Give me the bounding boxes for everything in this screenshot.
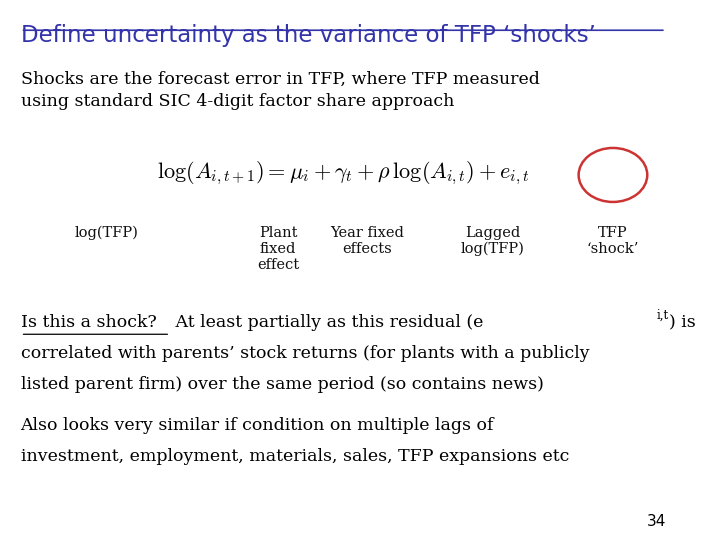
Text: Lagged
log(TFP): Lagged log(TFP) [461, 226, 525, 256]
Text: Also looks very similar if condition on multiple lags of: Also looks very similar if condition on … [21, 417, 494, 434]
Text: TFP
‘shock’: TFP ‘shock’ [587, 226, 639, 256]
Text: i,t: i,t [657, 309, 669, 322]
Text: $\log(A_{i,t+1}) = \mu_i + \gamma_t + \rho\,\log(A_{i,t}) + \mathit{e}_{i,t}$: $\log(A_{i,t+1}) = \mu_i + \gamma_t + \r… [157, 159, 529, 187]
Text: using standard SIC 4-digit factor share approach: using standard SIC 4-digit factor share … [21, 93, 454, 110]
Text: Shocks are the forecast error in TFP, where TFP measured: Shocks are the forecast error in TFP, wh… [21, 71, 539, 88]
Text: Year fixed
effects: Year fixed effects [330, 226, 404, 256]
Text: Plant
fixed
effect: Plant fixed effect [257, 226, 299, 272]
Text: correlated with parents’ stock returns (for plants with a publicly: correlated with parents’ stock returns (… [21, 345, 589, 362]
Text: listed parent firm) over the same period (so contains news): listed parent firm) over the same period… [21, 376, 544, 393]
Text: Define uncertainty as the variance of TFP ‘shocks’: Define uncertainty as the variance of TF… [21, 24, 595, 48]
Text: log(TFP): log(TFP) [74, 226, 138, 240]
Text: 34: 34 [647, 514, 666, 529]
Text: At least partially as this residual (e: At least partially as this residual (e [170, 314, 484, 331]
Text: Is this a shock?: Is this a shock? [21, 314, 156, 331]
Text: investment, employment, materials, sales, TFP expansions etc: investment, employment, materials, sales… [21, 448, 569, 464]
Text: ) is: ) is [669, 314, 696, 331]
